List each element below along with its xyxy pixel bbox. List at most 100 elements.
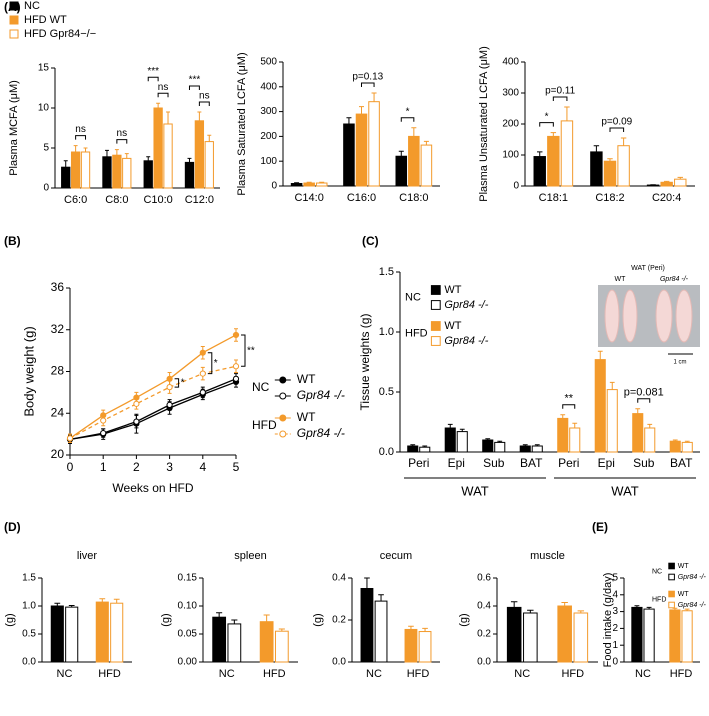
- error-bar: [422, 445, 428, 448]
- group-label: WAT: [611, 483, 638, 498]
- bar: [95, 601, 109, 663]
- panel-label: (B): [4, 234, 21, 248]
- bar: [343, 123, 355, 187]
- y-tick-label: 20: [51, 447, 65, 461]
- panel-label: (E): [592, 520, 608, 534]
- bar: [274, 630, 289, 663]
- y-axis-title: (g): [458, 613, 470, 626]
- y-tick-label: 36: [51, 280, 65, 294]
- y-axis-title: Plasma Saturated LCFA (μM): [236, 52, 248, 195]
- significance-label: ***: [147, 66, 159, 77]
- x-tick-label: 2: [133, 460, 140, 474]
- bar: [290, 183, 303, 187]
- y-tick-label: 200: [260, 131, 277, 142]
- bar: [519, 445, 531, 453]
- x-tick-label: Sub: [483, 456, 505, 470]
- point: [100, 417, 107, 424]
- y-tick-label: 2: [612, 623, 618, 634]
- significance-bracket: [188, 85, 200, 90]
- x-tick-label: Sub: [633, 456, 655, 470]
- y-tick-label: 3: [612, 606, 618, 617]
- y-tick-label: 0: [612, 657, 618, 668]
- bar: [631, 606, 643, 663]
- x-tick-label: 4: [199, 460, 206, 474]
- error-bar: [534, 444, 540, 446]
- bar: [374, 600, 388, 663]
- legend-label: HFD WT: [24, 14, 67, 26]
- error-bar: [68, 604, 75, 608]
- y-axis-title: Plasma Unsaturated LCFA (μM): [478, 46, 490, 202]
- bar: [212, 616, 227, 663]
- y-tick-label: 32: [51, 322, 65, 336]
- error-bar: [408, 625, 414, 630]
- y-tick-label: 0.0: [332, 657, 346, 668]
- x-tick-label: C20:4: [652, 192, 681, 204]
- error-bar: [485, 438, 491, 440]
- error-bar: [63, 160, 68, 168]
- significance-label: p=0.13: [352, 72, 383, 83]
- point: [133, 400, 140, 407]
- point: [133, 418, 140, 425]
- legend-label: NC: [24, 0, 40, 12]
- error-bar: [54, 602, 61, 606]
- bar: [65, 606, 79, 663]
- bar: [506, 606, 522, 663]
- significance-bracket: [174, 378, 180, 388]
- y-tick-label: 0.0: [22, 657, 36, 668]
- legend-label: Gpr84 -/-: [444, 335, 488, 347]
- tissue: [604, 289, 620, 343]
- x-tick-label: 5: [233, 460, 240, 474]
- y-tick-label: 0.05: [178, 629, 198, 640]
- bar: [368, 101, 380, 187]
- bar: [643, 608, 655, 663]
- error-bar: [577, 610, 585, 613]
- y-tick-label: 0.2: [332, 615, 346, 626]
- error-bar: [187, 157, 192, 163]
- significance-label: ns: [117, 128, 128, 139]
- significance-bracket: [637, 398, 651, 403]
- legend-group: HFD: [252, 418, 277, 432]
- bar: [569, 427, 581, 453]
- y-tick-label: 0: [513, 181, 519, 192]
- error-bar: [278, 628, 285, 632]
- error-bar: [447, 423, 453, 428]
- bar: [594, 359, 606, 453]
- bar: [606, 389, 618, 453]
- bar: [557, 605, 572, 663]
- error-bar: [124, 153, 129, 159]
- x-tick-label: HFD: [263, 668, 286, 680]
- error-bar: [371, 92, 377, 102]
- bar: [674, 178, 687, 187]
- error-bar: [73, 145, 78, 152]
- group-label: WAT: [461, 483, 488, 498]
- point: [232, 331, 240, 339]
- bar: [153, 107, 163, 189]
- legend-swatch: [668, 573, 675, 581]
- error-bar: [550, 132, 557, 137]
- legend-label: Gpr84 -/-: [678, 574, 707, 581]
- series-line: [69, 334, 237, 439]
- y-tick-label: 1.5: [379, 266, 394, 278]
- y-tick-label: 0.10: [178, 601, 198, 612]
- error-bar: [216, 612, 223, 618]
- significance-label: p=0.11: [545, 86, 576, 97]
- bar: [420, 144, 433, 187]
- error-bar: [423, 140, 429, 146]
- significance-label: ns: [158, 82, 169, 93]
- significance-label: *: [181, 378, 185, 389]
- legend-label: Gpr84 -/-: [297, 426, 345, 440]
- point: [166, 384, 173, 391]
- error-bar: [560, 414, 566, 419]
- x-tick-label: C18:0: [399, 192, 428, 204]
- x-tick-label: C18:2: [595, 192, 624, 204]
- x-tick-label: BAT: [520, 456, 543, 470]
- bar: [407, 445, 419, 453]
- significance-bracket: [75, 135, 87, 140]
- bar: [644, 427, 656, 453]
- y-tick-label: 0.5: [22, 629, 36, 640]
- x-tick-label: Peri: [408, 456, 429, 470]
- error-bar: [497, 440, 503, 443]
- error-bar: [114, 149, 119, 156]
- error-bar: [411, 127, 417, 137]
